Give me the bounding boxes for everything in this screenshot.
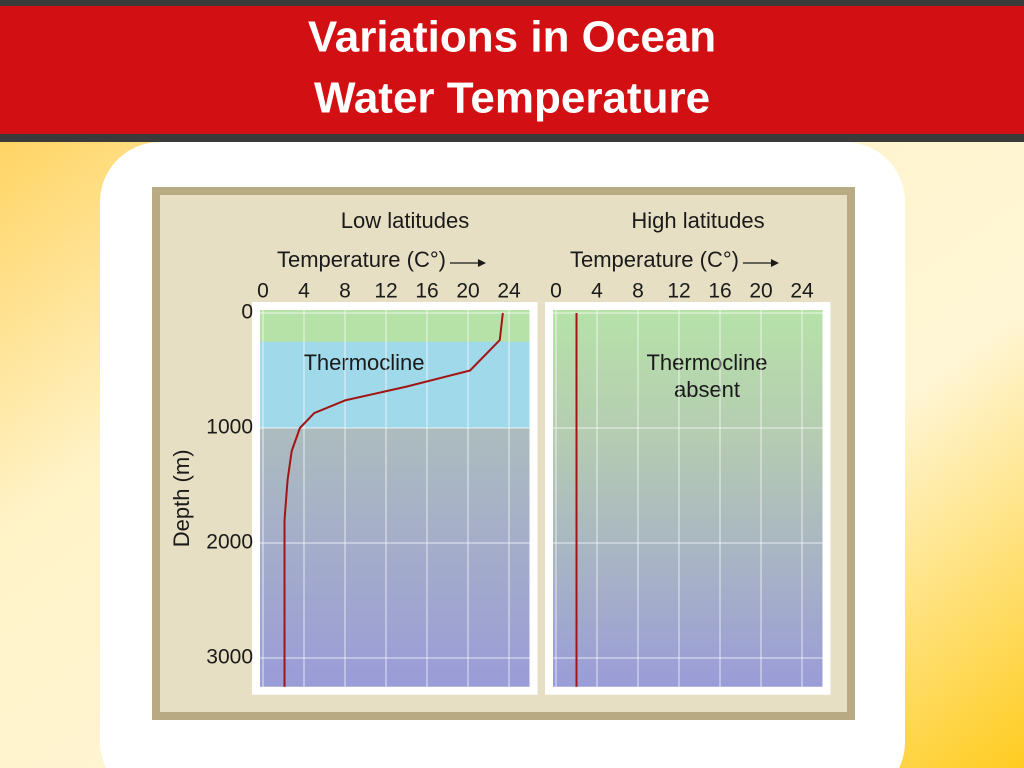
- title-bar: [0, 6, 1024, 134]
- x-axis-label: Temperature (C°): [277, 247, 446, 272]
- y-tick-label: 2000: [206, 531, 253, 554]
- x-tick-label: 0: [550, 280, 562, 303]
- x-tick-label: 24: [790, 280, 814, 303]
- y-tick-label: 1000: [206, 416, 253, 439]
- temperature-line: [283, 312, 504, 687]
- annotation: Thermocline: [646, 350, 767, 375]
- x-tick-label: 24: [497, 280, 521, 303]
- x-tick-label: 12: [667, 280, 690, 303]
- x-tick-label: 16: [415, 280, 438, 303]
- arrow-head: [477, 259, 486, 267]
- x-tick-label: 0: [257, 280, 269, 303]
- slide-title: Water Temperature: [314, 74, 710, 123]
- arrow-head: [770, 259, 779, 267]
- surface-zone: [260, 310, 530, 342]
- x-tick-label: 12: [374, 280, 397, 303]
- x-tick-label: 8: [339, 280, 351, 303]
- plots: Thermocline 0 4 8 12 16 20 24 0 1000 2000 3000 Low l…: [169, 208, 831, 695]
- annotation: absent: [674, 377, 740, 402]
- plot-area: [553, 310, 823, 687]
- x-tick-label: 16: [708, 280, 731, 303]
- panel-title: High latitudes: [631, 208, 764, 233]
- y-axis-label: Depth (m): [169, 449, 194, 547]
- top-border: [0, 0, 1024, 6]
- slide-title: Variations in Ocean: [308, 13, 716, 62]
- x-axis-label: Temperature (C°): [570, 247, 739, 272]
- title-bar-border: [0, 134, 1024, 142]
- x-tick-label: 4: [298, 280, 310, 303]
- annotation: Thermocline: [303, 350, 424, 375]
- x-tick-label: 8: [632, 280, 644, 303]
- panel-title: Low latitudes: [341, 208, 469, 233]
- y-tick-label: 0: [241, 301, 253, 324]
- y-tick-label: 3000: [206, 646, 253, 669]
- x-tick-label: 20: [749, 280, 772, 303]
- x-tick-label: 4: [591, 280, 603, 303]
- x-tick-label: 20: [456, 280, 479, 303]
